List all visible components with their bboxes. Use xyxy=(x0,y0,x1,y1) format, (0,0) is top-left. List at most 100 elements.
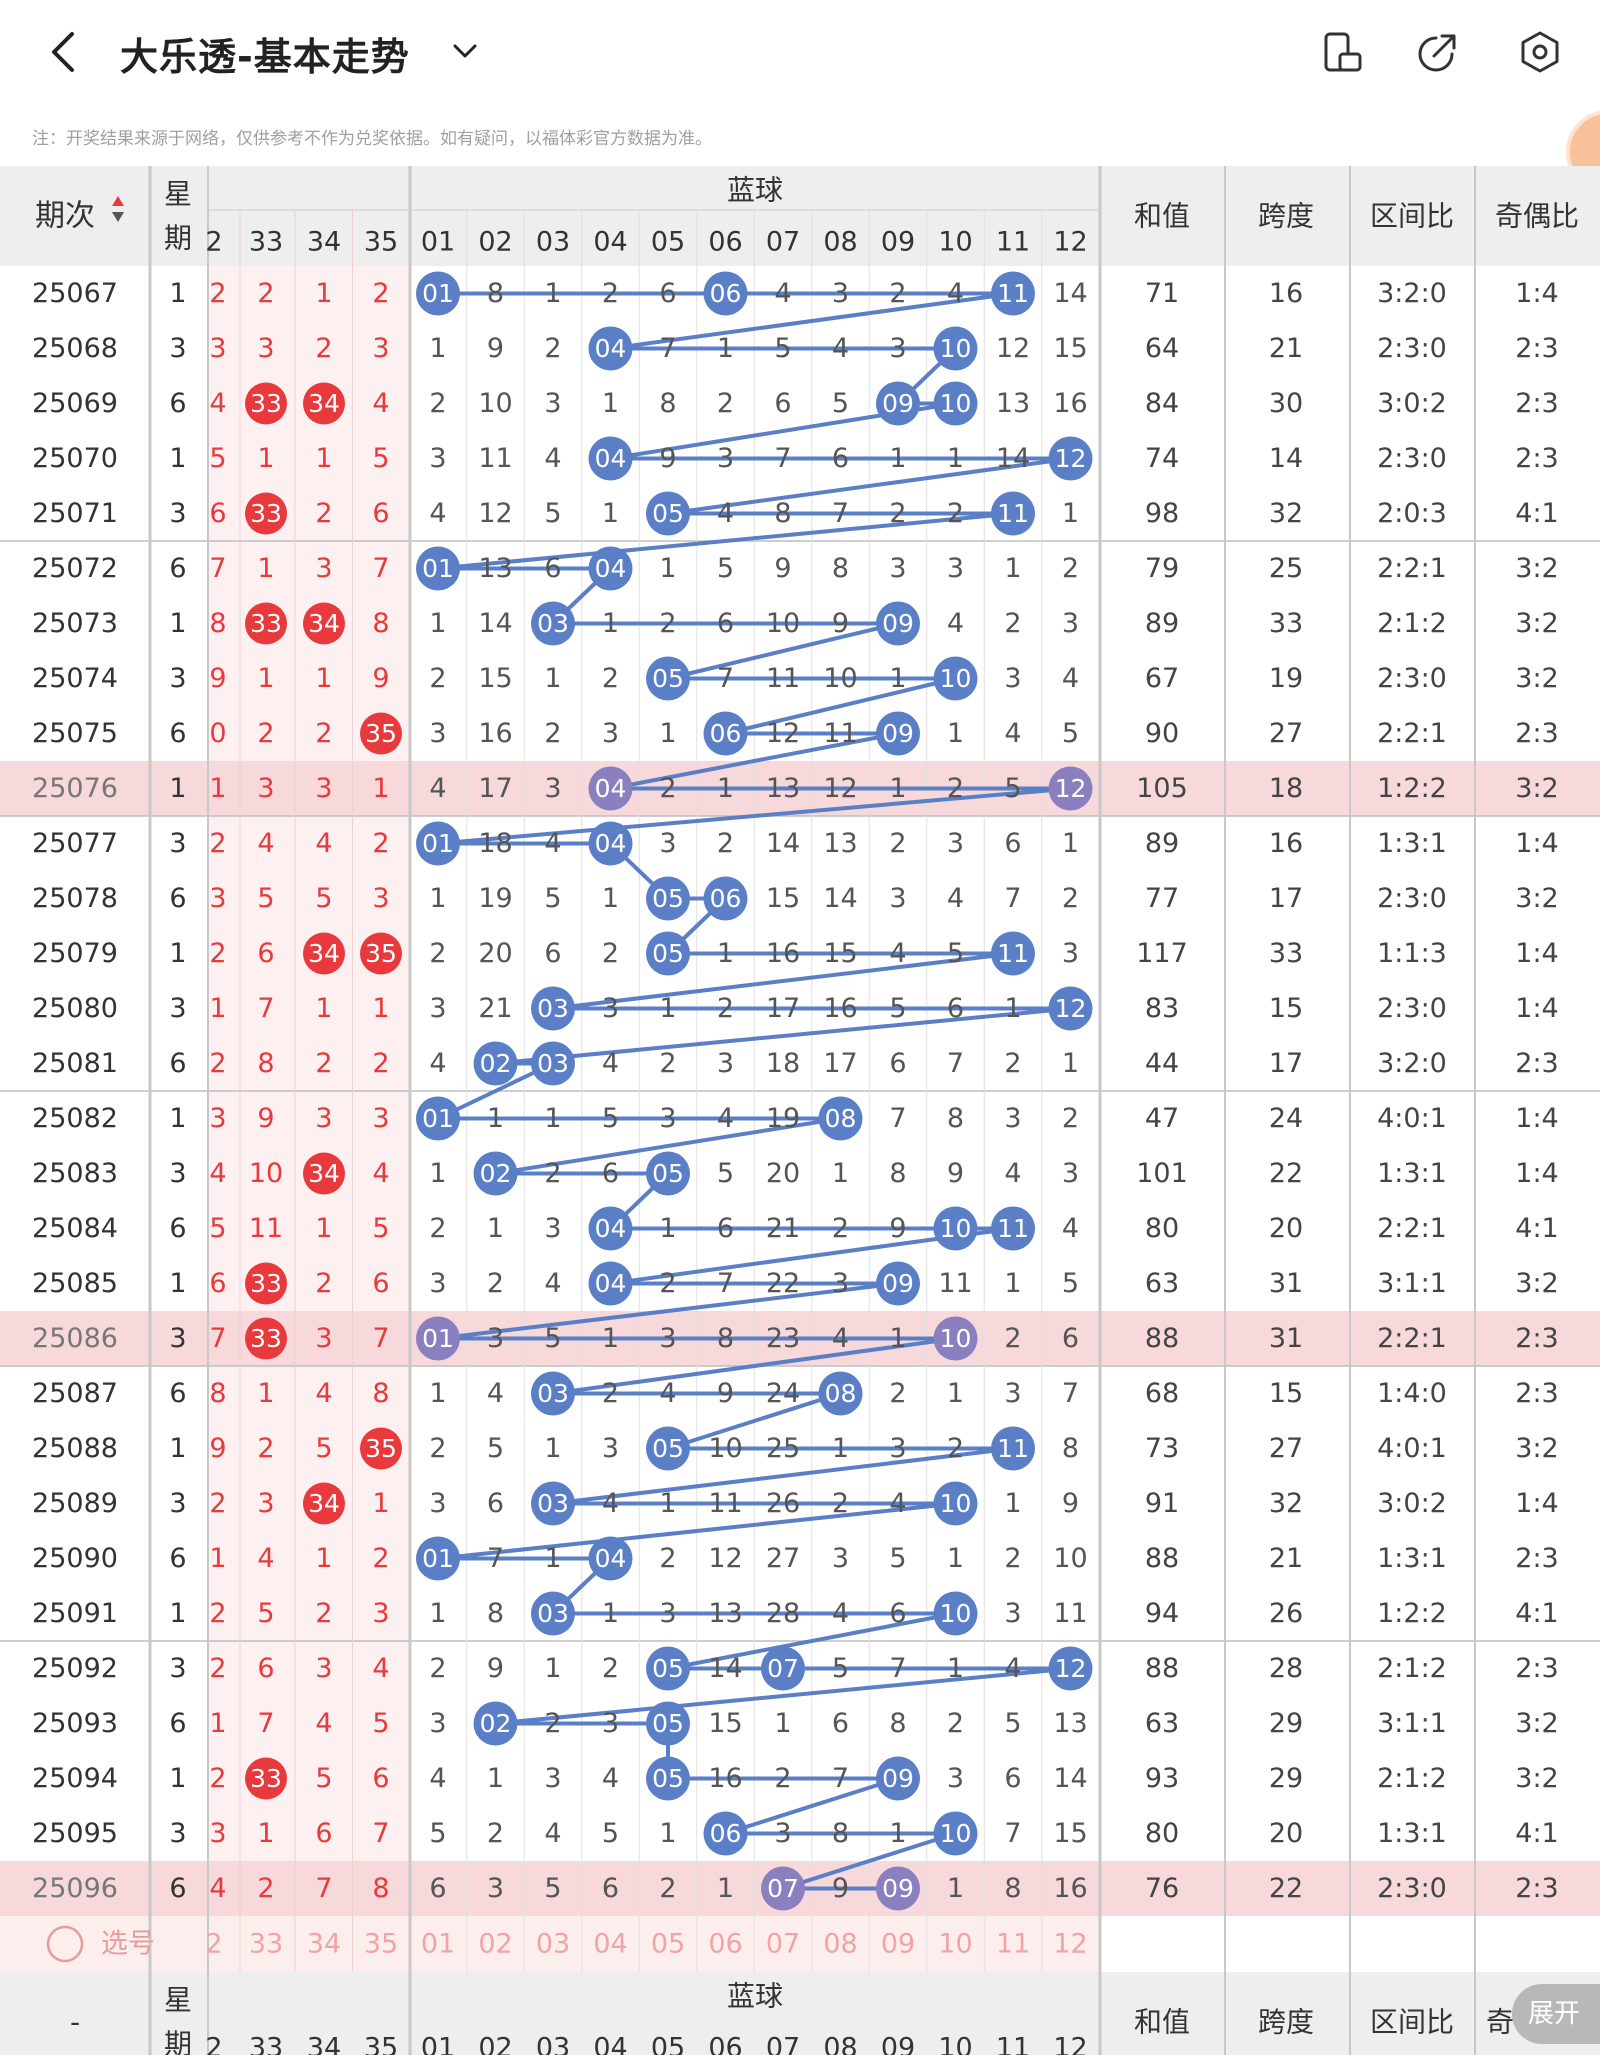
chevron-down-icon[interactable] xyxy=(448,34,482,68)
blue-ball-hit xyxy=(876,1756,920,1801)
blue-miss-count: 4 xyxy=(659,1378,676,1409)
blue-miss-count: 22 xyxy=(766,1268,800,1299)
odd-even-cell: 3:2 xyxy=(1515,1433,1558,1464)
red-cell: 8 xyxy=(209,1378,226,1409)
blue-miss-count: 3 xyxy=(774,1818,791,1849)
blue-ball-number: 04 xyxy=(595,1214,627,1243)
blue-miss-count: 19 xyxy=(766,1103,800,1134)
blue-miss-count: 2 xyxy=(487,1818,504,1849)
blue-miss-count: 1 xyxy=(947,1653,964,1684)
picker-blue-number: 01 xyxy=(421,1929,455,1960)
blue-ball-number: 04 xyxy=(595,1269,627,1298)
select-radio-icon[interactable] xyxy=(46,1925,84,1963)
settings-icon[interactable] xyxy=(1518,30,1562,74)
back-chevron-left-icon[interactable] xyxy=(44,30,84,74)
blue-miss-count: 15 xyxy=(708,1708,742,1739)
blue-miss-count: 6 xyxy=(832,1708,849,1739)
red-cell: 2 xyxy=(372,278,389,309)
span-cell: 16 xyxy=(1269,278,1303,309)
odd-even-cell: 2:3 xyxy=(1515,1048,1558,1079)
phone-rotate-icon[interactable] xyxy=(1320,30,1364,74)
picker-red-number: 35 xyxy=(364,1929,398,1960)
blue-miss-count: 3 xyxy=(1004,1598,1021,1629)
blue-miss-count: 9 xyxy=(487,333,504,364)
span-cell: 19 xyxy=(1269,663,1303,694)
sum-cell: 84 xyxy=(1145,388,1179,419)
share-icon[interactable] xyxy=(1416,30,1460,74)
red-cell: 0 xyxy=(209,718,226,749)
blue-ball-number: 04 xyxy=(595,829,627,858)
table-header-bg xyxy=(0,166,1600,266)
picker-blue-number: 07 xyxy=(766,1929,800,1960)
blue-miss-count: 6 xyxy=(602,1873,619,1904)
blue-col-header: 12 xyxy=(1053,227,1087,258)
blue-miss-count: 2 xyxy=(1004,1048,1021,1079)
blue-miss-count: 14 xyxy=(708,1653,742,1684)
red-cell: 3 xyxy=(257,1488,274,1519)
blue-miss-count: 2 xyxy=(602,1378,619,1409)
blue-ball-number: 10 xyxy=(940,334,972,363)
blue-ball-hit xyxy=(531,1371,575,1416)
blue-miss-count: 3 xyxy=(1062,938,1079,969)
blue-ball-hit xyxy=(588,326,633,371)
blue-miss-count: 3 xyxy=(487,1873,504,1904)
blue-miss-count: 2 xyxy=(717,828,734,859)
blue-miss-count: 13 xyxy=(823,828,857,859)
blue-miss-count: 24 xyxy=(766,1378,800,1409)
blue-miss-count: 2 xyxy=(544,333,561,364)
blue-miss-count: 7 xyxy=(1004,1818,1021,1849)
span-cell: 14 xyxy=(1269,443,1303,474)
red-cell: 2 xyxy=(315,1598,332,1629)
blue-ball-number: 09 xyxy=(882,1874,914,1903)
blue-ball-hit xyxy=(933,381,978,426)
sort-asc-icon[interactable] xyxy=(112,196,124,206)
odd-even-cell: 2:3 xyxy=(1515,1653,1558,1684)
red-cell: 7 xyxy=(372,1818,389,1849)
blue-ball-number: 03 xyxy=(537,994,569,1023)
blue-miss-count: 8 xyxy=(717,1323,734,1354)
picker-blue-number: 04 xyxy=(593,1929,627,1960)
blue-miss-count: 6 xyxy=(774,388,791,419)
blue-miss-count: 2 xyxy=(602,938,619,969)
odd-even-cell: 3:2 xyxy=(1515,553,1558,584)
red-cell: 1 xyxy=(209,1708,226,1739)
blue-miss-count: 2 xyxy=(947,773,964,804)
blue-ball-number: 10 xyxy=(940,1599,972,1628)
red-cell: 3 xyxy=(209,333,226,364)
expand-button[interactable]: 展开 xyxy=(1512,1984,1600,2044)
blue-miss-count: 5 xyxy=(1004,773,1021,804)
blue-miss-count: 1 xyxy=(602,1323,619,1354)
blue-ball-hit xyxy=(1048,436,1093,481)
odd-even-cell: 1:4 xyxy=(1515,993,1558,1024)
sum-cell: 94 xyxy=(1145,1598,1179,1629)
blue-miss-count: 5 xyxy=(602,1103,619,1134)
blue-ball-hit xyxy=(703,271,748,316)
red-cell: 1 xyxy=(372,773,389,804)
sum-column-header: 和值 xyxy=(1134,200,1190,233)
blue-miss-count: 6 xyxy=(889,1598,906,1629)
red-cell: 7 xyxy=(372,1323,389,1354)
odd-even-cell: 1:4 xyxy=(1515,938,1558,969)
blue-miss-count: 3 xyxy=(429,1268,446,1299)
blue-col-header: 01 xyxy=(421,227,455,258)
odd-even-cell: 3:2 xyxy=(1515,1708,1558,1739)
blue-miss-count: 11 xyxy=(823,718,857,749)
blue-ball-hit xyxy=(588,546,633,591)
blue-miss-count: 15 xyxy=(823,938,857,969)
blue-miss-count: 2 xyxy=(832,1213,849,1244)
blue-miss-count: 2 xyxy=(429,1213,446,1244)
red-cell: 2 xyxy=(209,1048,226,1079)
blue-miss-count: 4 xyxy=(429,1048,446,1079)
blue-miss-count: 20 xyxy=(766,1158,800,1189)
red-cell: 8 xyxy=(209,608,226,639)
blue-col-header: 11 xyxy=(996,227,1030,258)
blue-miss-count: 4 xyxy=(832,1323,849,1354)
zone-ratio-column-header: 区间比 xyxy=(1370,200,1454,233)
red-ball-number: 34 xyxy=(308,1159,340,1188)
blue-ball-hit xyxy=(933,1811,978,1856)
blue-miss-count: 8 xyxy=(889,1158,906,1189)
sort-desc-icon[interactable] xyxy=(112,212,124,222)
red-cell: 2 xyxy=(257,278,274,309)
red-cell: 3 xyxy=(315,1653,332,1684)
blue-miss-count: 2 xyxy=(544,1708,561,1739)
